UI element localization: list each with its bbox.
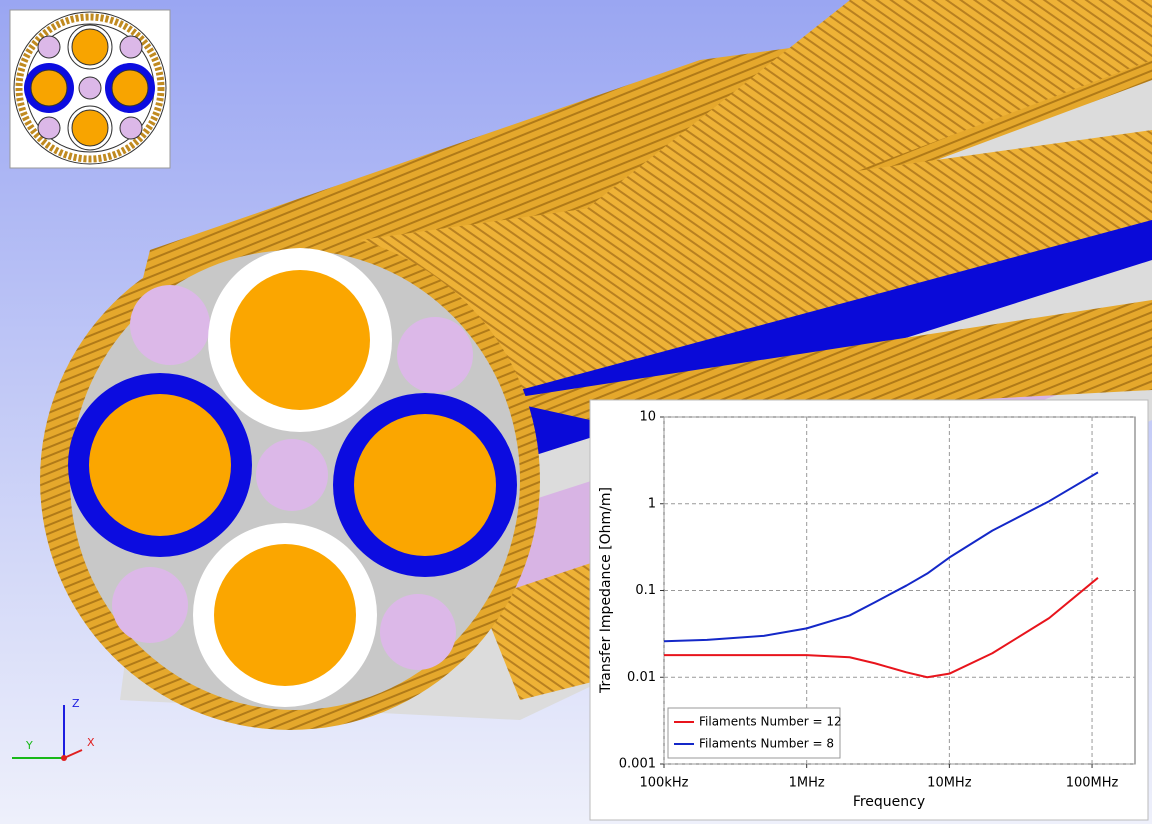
y-axis-label: Transfer Impedance [Ohm/m] (598, 487, 614, 694)
legend-label: Filaments Number = 8 (699, 737, 834, 751)
legend (667, 707, 841, 759)
y-tick-label: 1 (648, 496, 656, 511)
y-tick-label: 0.01 (627, 670, 656, 685)
x-tick-label: 10MHz (927, 776, 972, 791)
x-tick-label: 100kHz (640, 776, 689, 791)
x-tick-label: 100MHz (1066, 776, 1119, 791)
series-line (664, 577, 1099, 679)
triad-z: Z (72, 697, 80, 710)
axis-triad: Z Y X (12, 697, 95, 761)
triad-x: X (87, 736, 95, 749)
cross-section-thumbnail (9, 9, 171, 169)
series-line (663, 471, 1099, 643)
chart-panel: Frequency Transfer Impedance [Ohm/m] 0.0… (589, 399, 1149, 821)
x-tick-label: 1MHz (789, 776, 825, 791)
y-tick-label: 0.001 (619, 757, 656, 772)
legend-label: Filaments Number = 12 (699, 715, 842, 729)
x-axis-label: Frequency (853, 794, 925, 810)
y-tick-label: 0.1 (635, 583, 656, 598)
y-tick-label: 10 (639, 410, 656, 425)
triad-y: Y (25, 739, 33, 752)
